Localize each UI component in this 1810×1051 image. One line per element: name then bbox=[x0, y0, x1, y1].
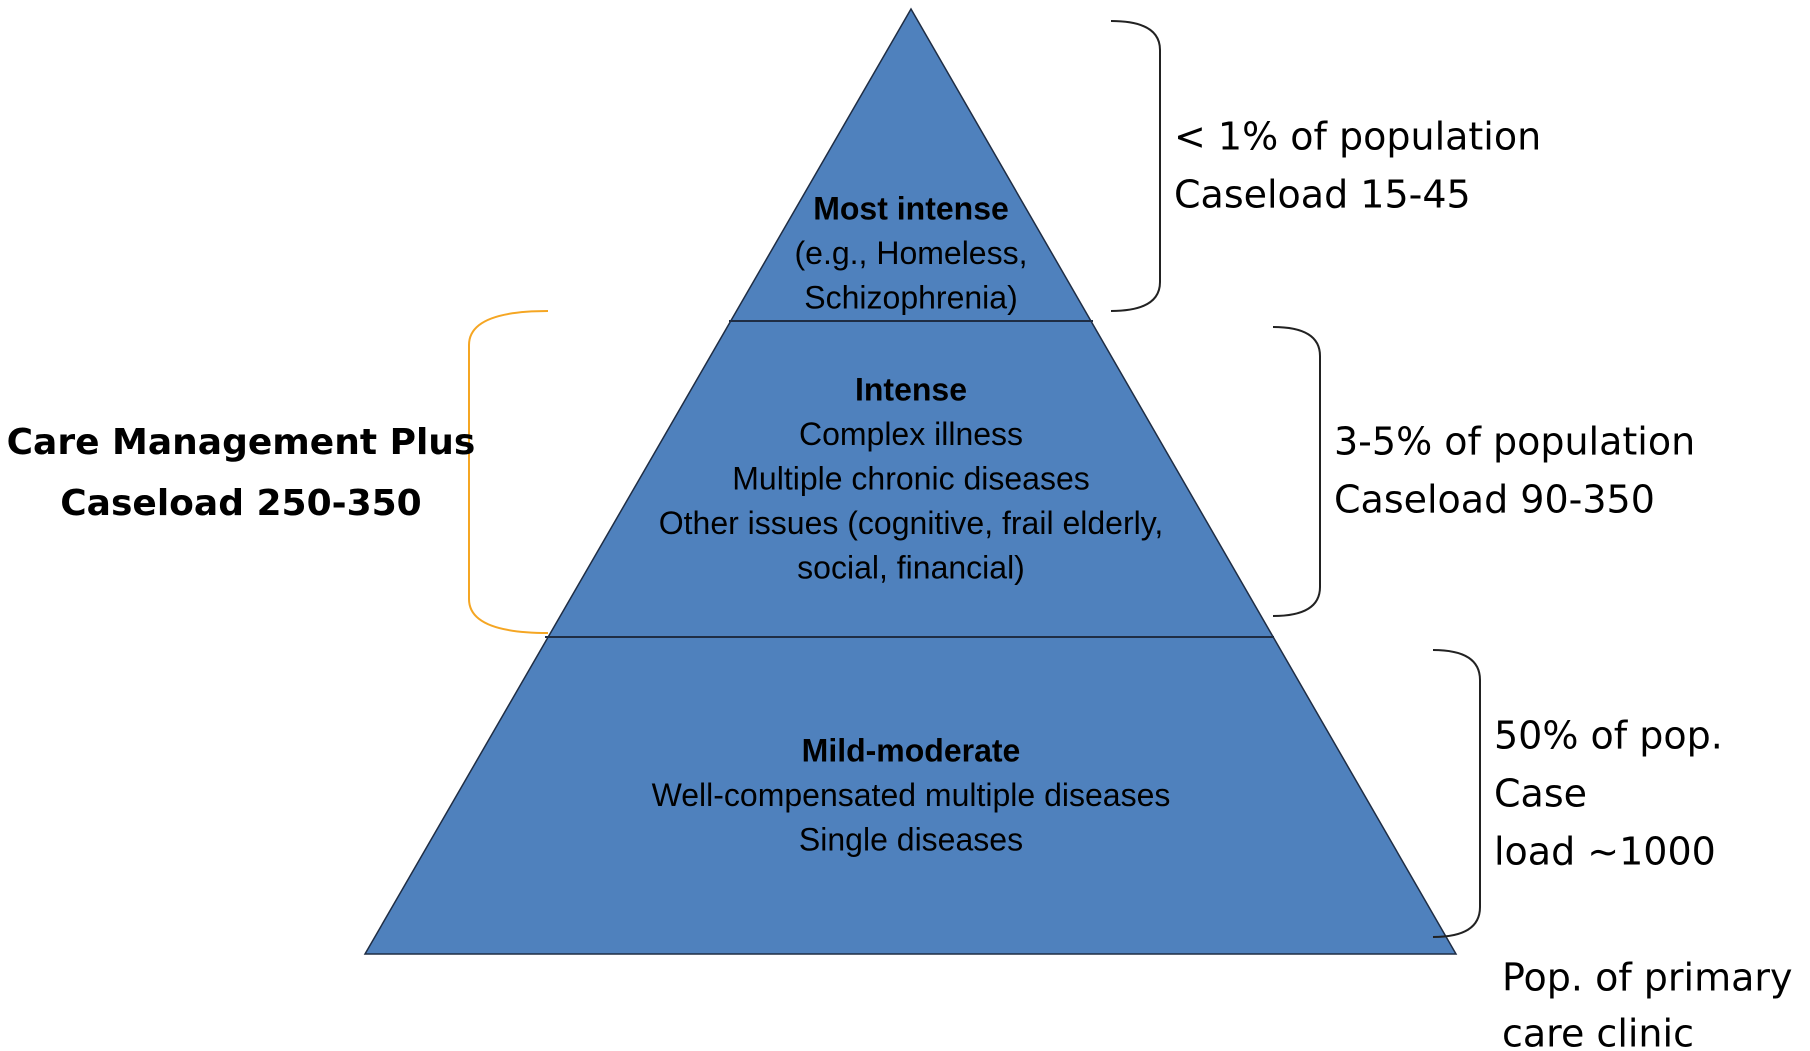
tier-line: Multiple chronic diseases bbox=[732, 460, 1090, 496]
side-note: load ~1000 bbox=[1494, 830, 1716, 874]
tier-line: social, financial) bbox=[797, 549, 1025, 585]
brace bbox=[1432, 649, 1481, 938]
labels: Most intense (e.g., Homeless, Schizophreni… bbox=[7, 115, 1793, 1051]
side-note: Caseload 15-45 bbox=[1174, 173, 1471, 217]
side-note: 50% of pop. bbox=[1494, 714, 1723, 758]
left-note: Caseload 250-350 bbox=[60, 483, 421, 524]
brace-orange bbox=[468, 310, 549, 634]
tier-line: Other issues (cognitive, frail elderly, bbox=[659, 505, 1163, 541]
tier-line: Complex illness bbox=[799, 416, 1023, 452]
side-note: Caseload 90-350 bbox=[1334, 478, 1655, 522]
base-caption: Pop. of primary bbox=[1502, 956, 1793, 1000]
tier-title: Mild-moderate bbox=[802, 732, 1021, 768]
left-note: Care Management Plus bbox=[7, 422, 476, 463]
tier-title: Intense bbox=[855, 371, 967, 407]
tier-line: Schizophrenia) bbox=[804, 279, 1017, 315]
side-note: < 1% of population bbox=[1174, 115, 1541, 159]
side-note: 3-5% of population bbox=[1334, 420, 1695, 464]
tier-line: Single diseases bbox=[799, 821, 1023, 857]
pyramid bbox=[363, 7, 1458, 955]
tier-title: Most intense bbox=[813, 190, 1009, 226]
base-caption: care clinic bbox=[1502, 1012, 1694, 1051]
side-note: Case bbox=[1494, 772, 1587, 816]
brace bbox=[1110, 20, 1161, 312]
brace bbox=[1272, 326, 1321, 617]
tier-line: Well-compensated multiple diseases bbox=[652, 777, 1171, 813]
tier-line: (e.g., Homeless, bbox=[795, 235, 1028, 271]
